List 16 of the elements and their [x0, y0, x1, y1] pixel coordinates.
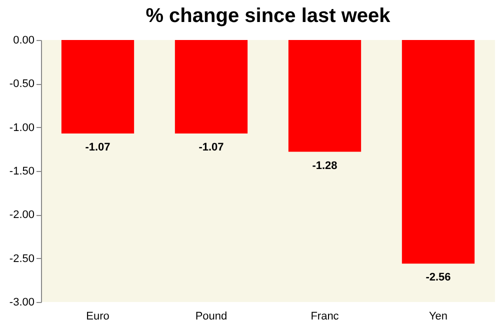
y-tick-label: 0.00 — [13, 34, 34, 46]
chart-title: % change since last week — [146, 5, 392, 27]
x-tick-label: Euro — [86, 310, 110, 322]
y-tick-label: -2.00 — [9, 209, 34, 222]
y-tick-label: -3.00 — [9, 296, 34, 308]
x-tick-label: Yen — [428, 310, 448, 322]
y-tick-label: -2.50 — [9, 252, 34, 265]
y-tick-label: -1.00 — [9, 122, 34, 134]
data-label: -1.07 — [85, 141, 110, 154]
y-tick-label: -0.50 — [9, 78, 34, 90]
data-label: -1.28 — [312, 160, 338, 172]
x-tick-label: Franc — [310, 310, 340, 322]
data-label: -1.07 — [198, 141, 224, 154]
x-tick-label: Pound — [195, 310, 228, 322]
data-label: -2.56 — [426, 272, 451, 284]
y-tick-label: -1.50 — [9, 166, 34, 178]
